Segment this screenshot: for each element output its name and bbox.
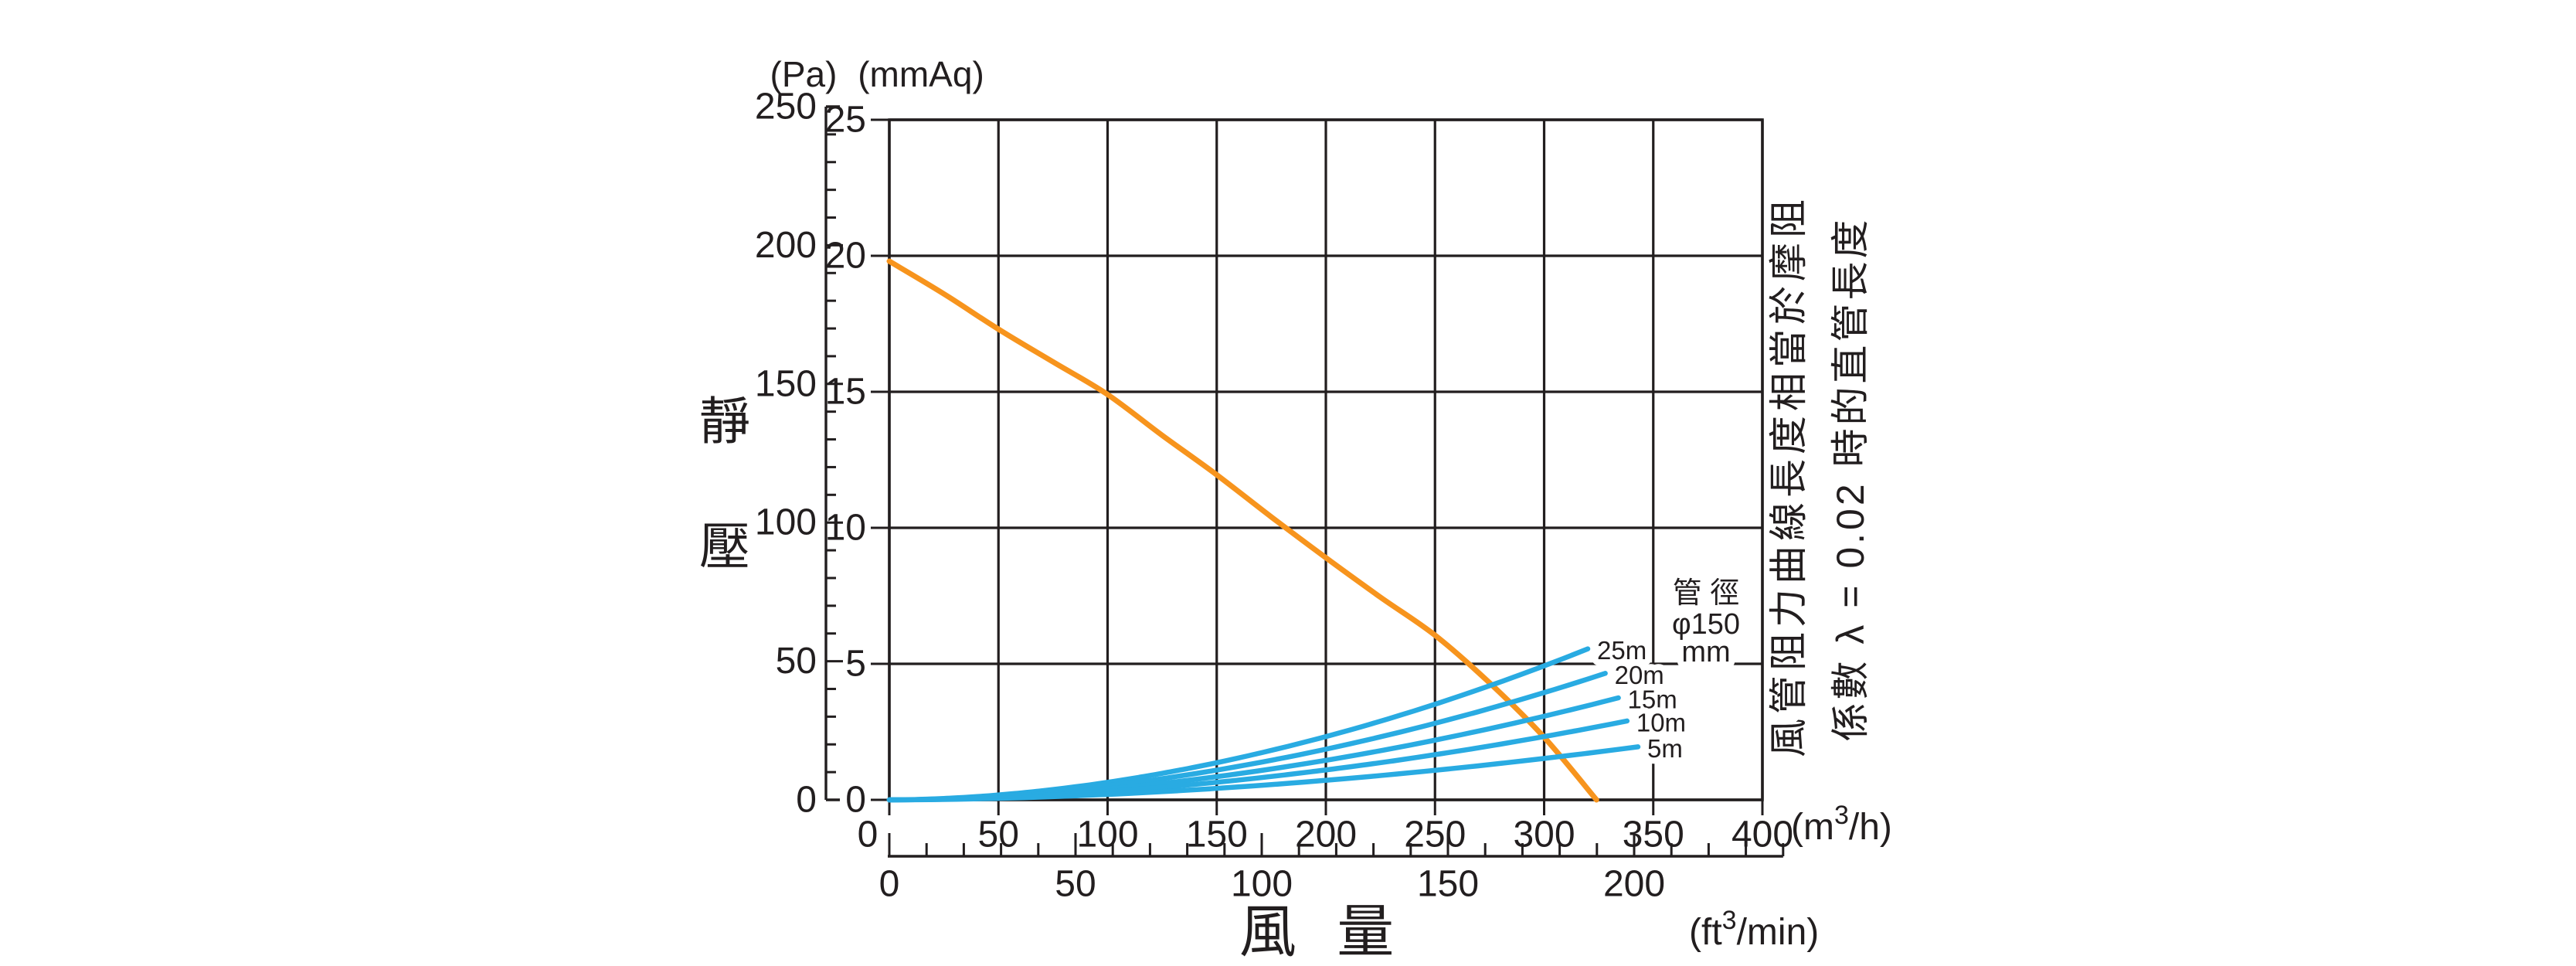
curves-layer: [886, 258, 1641, 803]
m3h-tick-label: 50: [978, 815, 1019, 855]
m3h-tick-label: 150: [1186, 815, 1248, 855]
m3h-unit-pre: (m: [1791, 807, 1834, 848]
m3h-tick-label: 100: [1076, 815, 1138, 855]
side-note-line2: 係數 λ = 0.02 時的直管長度: [1829, 216, 1872, 741]
m3h-unit-sup: 3: [1834, 801, 1849, 830]
m3h-tick-label: 200: [1295, 815, 1357, 855]
pa-tick-label: 200: [755, 225, 817, 266]
duct-diameter-note: 管 徑 φ150 mm: [1666, 571, 1746, 675]
mmaq-tick-label: 15: [825, 372, 866, 413]
ft3min-tick-label: 200: [1603, 864, 1665, 905]
ft3min-unit-sup: 3: [1722, 906, 1737, 935]
resistance-curve-label: 15m: [1628, 685, 1677, 714]
pa-tick-label: 50: [776, 641, 817, 682]
mmaq-tick-label: 0: [845, 780, 866, 821]
m3h-unit-post: /h): [1849, 807, 1892, 848]
duct-resistance-5m: [886, 744, 1641, 803]
ft3min-tick-label: 0: [879, 864, 900, 905]
resistance-curve-label: 25m: [1597, 636, 1647, 665]
pa-tick-label: 0: [796, 780, 817, 821]
ft3min-unit-pre: (ft: [1689, 912, 1722, 953]
mmaq-tick-label: 5: [845, 644, 866, 685]
fan-performance-curve: [886, 258, 1599, 803]
grid-layer: [888, 118, 1764, 801]
duct-note-line1: 管 徑: [1673, 577, 1740, 610]
x-axis-title: 風 量: [1239, 900, 1407, 964]
pa-tick-label: 250: [755, 87, 817, 128]
ft3min-tick-label: 100: [1231, 864, 1293, 905]
m3h-unit-label: (m3/h): [1791, 801, 1892, 848]
m3h-tick-label: 0: [858, 815, 878, 855]
m3h-tick-label: 350: [1623, 815, 1684, 855]
duct-note-line3: mm: [1681, 636, 1730, 668]
resistance-curve-label: 5m: [1647, 734, 1683, 763]
side-note-line1: 風管阻力曲線長度相當於摩阻: [1767, 195, 1810, 757]
duct-resistance-25m: [886, 646, 1591, 803]
axes-layer: 0 50 100 150 200 250 300 350 4002520151050250200…: [755, 87, 1793, 905]
ft3min-tick-label: 50: [1055, 864, 1096, 905]
ft3min-tick-label: 150: [1417, 864, 1479, 905]
ft3min-unit-post: /min): [1737, 912, 1820, 953]
pa-unit-label: (Pa): [770, 54, 838, 94]
ft3min-unit-label: (ft3/min): [1689, 906, 1819, 953]
y-axis-title-char1: 靜: [699, 393, 750, 450]
mmaq-tick-label: 20: [825, 236, 866, 277]
mmaq-tick-label: 10: [825, 508, 866, 549]
duct-note-line2: φ150: [1672, 608, 1740, 641]
pa-tick-label: 100: [755, 502, 817, 543]
pa-tick-label: 150: [755, 363, 817, 404]
mmaq-unit-label: (mmAq): [858, 54, 984, 94]
resistance-curve-label: 10m: [1636, 708, 1686, 736]
m3h-tick-label: 250: [1404, 815, 1466, 855]
resistance-curve-label: 20m: [1615, 661, 1664, 689]
y-axis-title-char2: 壓: [699, 518, 750, 575]
